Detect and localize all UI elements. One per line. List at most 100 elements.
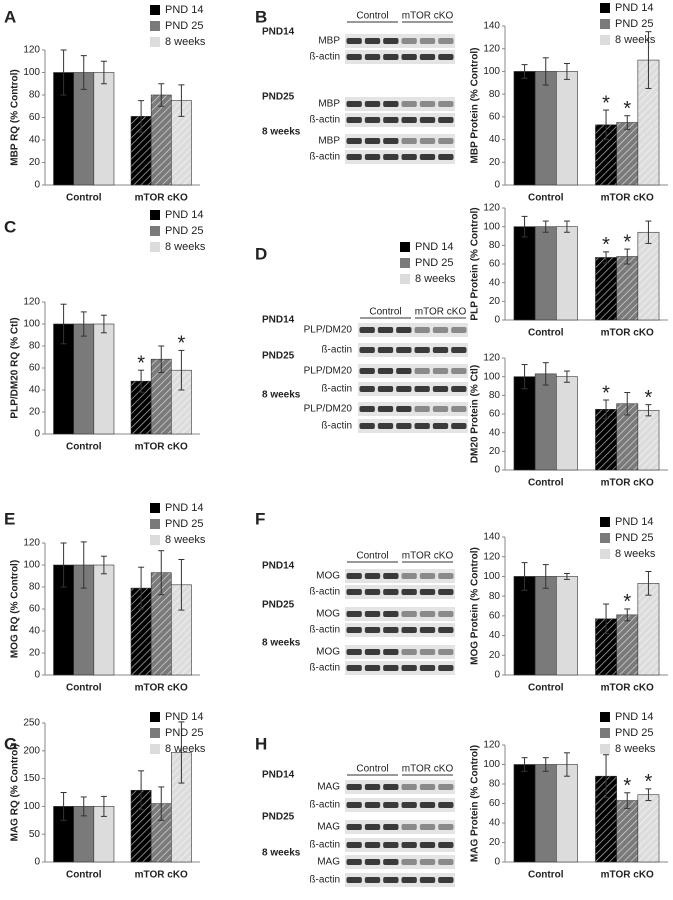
x-tick-label: Control [528, 683, 564, 694]
y-tick-label: 40 [489, 427, 501, 438]
blot-band [438, 38, 454, 44]
blot-strip [345, 623, 455, 637]
y-tick-label: 100 [23, 67, 40, 78]
legend-swatch [150, 37, 160, 47]
x-tick-label: mTOR cKO [601, 870, 654, 881]
legend-label: PND 14 [165, 502, 204, 514]
blot-strip [345, 838, 455, 852]
x-tick-label: Control [66, 683, 102, 694]
blot-band [364, 784, 381, 790]
blot-band-label: ß-actin [309, 625, 340, 636]
blot-band [377, 347, 394, 353]
legend-swatch [600, 744, 610, 754]
significance-mark: * [645, 387, 653, 409]
legend-swatch [150, 728, 160, 738]
blot-band [438, 877, 454, 883]
blot-band [401, 802, 417, 808]
y-tick-label: 20 [489, 837, 501, 848]
y-tick-label: 20 [29, 407, 41, 418]
bar [534, 764, 557, 863]
y-tick-label: 140 [483, 21, 500, 32]
error-bar [542, 57, 549, 86]
bar [534, 576, 557, 676]
legend-swatch [600, 517, 610, 527]
error-bar [80, 796, 87, 817]
y-tick-label: 60 [29, 604, 41, 615]
error-bar [60, 303, 67, 345]
bar [556, 576, 578, 676]
x-tick-label: Control [528, 328, 564, 339]
y-tick-label: 100 [23, 319, 40, 330]
x-tick-label: mTOR cKO [135, 442, 188, 453]
blot-band [346, 138, 362, 144]
bar [556, 376, 578, 471]
y-tick-label: 60 [489, 409, 501, 420]
error-bar [100, 795, 107, 817]
error-bar [100, 60, 107, 85]
y-tick-label: 80 [489, 89, 501, 100]
error-bar [138, 770, 145, 811]
error-bar [60, 542, 67, 588]
x-tick-label: Control [528, 870, 564, 881]
blot-band [401, 138, 417, 144]
blot-band-label: ß-actin [321, 421, 352, 432]
y-tick-label: 80 [489, 390, 501, 401]
legend-label: PND 14 [415, 241, 454, 253]
blot-band [451, 386, 467, 392]
blot-band [419, 784, 436, 790]
y-tick-label: 20 [489, 296, 501, 307]
error-bar [563, 572, 570, 580]
blot-band [364, 665, 381, 671]
legend-label: 8 weeks [165, 241, 206, 253]
blot-band [364, 138, 381, 144]
legend-swatch [600, 549, 610, 559]
blot-band [346, 117, 362, 123]
y-axis-label: MAG Protein (% Control) [470, 745, 481, 862]
blot-band-label: ß-actin [309, 52, 340, 63]
error-bar [645, 31, 652, 89]
blot-band [401, 859, 417, 865]
blot-band [364, 611, 381, 617]
blot-band [401, 784, 417, 790]
y-tick-label: 0 [494, 180, 500, 191]
blot-band [396, 386, 412, 392]
blot-time-label: PND25 [262, 812, 295, 823]
blot-band [364, 802, 381, 808]
error-bar [158, 550, 165, 596]
error-bar [624, 115, 631, 130]
blot-band [438, 824, 454, 830]
blot-band [419, 138, 436, 144]
legend-label: PND 25 [615, 727, 654, 739]
legend-label: PND 25 [165, 225, 204, 237]
blot-band [383, 784, 399, 790]
blot-band [346, 573, 362, 579]
blot-band [419, 54, 436, 60]
y-tick-label: 120 [483, 43, 500, 54]
legend-swatch [600, 712, 610, 722]
bar [616, 122, 639, 186]
error-bar [178, 84, 185, 117]
blot-band [364, 54, 381, 60]
blot-time-label: PND25 [262, 351, 295, 362]
y-tick-label: 80 [29, 582, 41, 593]
error-bar [178, 559, 185, 611]
blot-band [419, 573, 436, 579]
blot-band [419, 877, 436, 883]
y-tick-label: 100 [23, 560, 40, 571]
legend-swatch [150, 712, 160, 722]
y-tick-label: 40 [29, 135, 41, 146]
blot-band [377, 386, 394, 392]
bar [150, 94, 172, 186]
blot-band [383, 611, 399, 617]
blot-band [396, 347, 412, 353]
error-bar [158, 83, 165, 107]
legend-label: PND 25 [615, 18, 654, 30]
blot-band [438, 842, 454, 848]
blot-band [346, 842, 362, 848]
panel-letter: D [255, 244, 267, 263]
y-axis-label: MAG RQ (% Control) [10, 744, 21, 842]
blot-band [432, 423, 449, 429]
blot-time-label: PND25 [262, 92, 295, 103]
blot-band [359, 423, 375, 429]
blot-band [346, 38, 362, 44]
